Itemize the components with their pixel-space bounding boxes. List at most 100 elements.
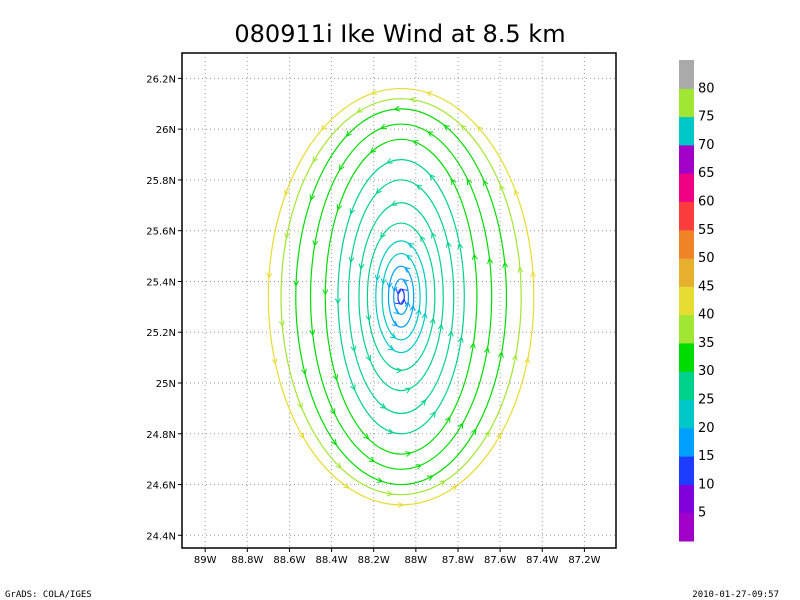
- stream-arrow: [502, 261, 509, 268]
- streamline-group: [293, 105, 509, 486]
- streamline: [387, 265, 415, 328]
- colorbar-segment: [679, 144, 694, 174]
- colorbar-label: 30: [698, 364, 715, 379]
- stream-arrow: [388, 344, 395, 351]
- streamline: [280, 98, 522, 496]
- y-tick-label: 25.2N: [146, 328, 176, 339]
- colorbar-label: 35: [698, 336, 715, 351]
- stream-arrow: [365, 354, 372, 362]
- stream-arrow: [349, 208, 356, 215]
- x-tick-label: 88.6W: [273, 555, 305, 566]
- colorbar-label: 40: [698, 308, 715, 323]
- stream-arrow: [387, 428, 395, 435]
- streamline-group: [386, 265, 416, 328]
- stream-arrow: [379, 403, 387, 409]
- stream-arrow: [403, 266, 411, 273]
- stream-arrow: [445, 416, 451, 423]
- colorbar: 5 10 15 20 25 30 35 40 45 50 55 60 65 70 75 80: [679, 60, 715, 542]
- stream-arrow: [427, 475, 434, 481]
- stream-arrow: [369, 147, 377, 154]
- streamline-group: [365, 222, 436, 374]
- y-tick-label: 25.4N: [146, 277, 176, 288]
- stream-arrow: [329, 408, 336, 416]
- stream-arrow: [322, 289, 329, 296]
- y-tick-label: 24.4N: [146, 531, 176, 542]
- y-tick-label: 24.8N: [146, 430, 176, 441]
- colorbar-segment: [679, 512, 694, 542]
- stream-arrow: [429, 173, 436, 181]
- streamline: [295, 108, 508, 486]
- stream-arrow: [421, 312, 428, 319]
- stream-arrow: [457, 422, 464, 429]
- stream-arrow: [284, 232, 291, 240]
- stream-arrow: [390, 200, 398, 206]
- stream-arrow: [345, 130, 352, 137]
- streamline: [347, 179, 455, 415]
- colorbar-label: 45: [698, 279, 715, 294]
- stream-arrow: [402, 279, 409, 285]
- streamline-group: [380, 252, 422, 341]
- stream-arrow: [395, 288, 402, 296]
- colorbar-segment: [679, 88, 694, 118]
- stream-arrow: [457, 242, 464, 250]
- stream-arrow: [376, 477, 384, 483]
- stream-arrow: [335, 462, 342, 469]
- streamline-group: [266, 87, 537, 508]
- streamline: [358, 202, 444, 392]
- stream-arrow: [451, 178, 457, 185]
- stream-arrow: [380, 278, 387, 286]
- stream-arrow: [331, 439, 337, 446]
- stream-arrow: [266, 272, 273, 279]
- streamline-group: [358, 200, 444, 394]
- colorbar-segment: [679, 427, 694, 457]
- stream-arrow: [309, 194, 316, 201]
- stream-arrow: [430, 410, 437, 418]
- stream-arrow: [517, 266, 524, 273]
- y-tick-label: 26N: [156, 125, 176, 136]
- stream-arrow: [471, 253, 478, 260]
- stream-arrow: [363, 433, 370, 440]
- colorbar-segment: [679, 258, 694, 287]
- stream-arrow: [451, 484, 458, 491]
- stream-arrow: [415, 184, 423, 191]
- colorbar-segment: [679, 456, 694, 485]
- stream-arrow: [391, 320, 399, 327]
- grid: [182, 53, 616, 548]
- stream-arrow: [386, 158, 393, 164]
- streamline-group: [347, 179, 455, 415]
- streamline-group: [394, 288, 408, 305]
- colorbar-segment: [679, 371, 694, 401]
- colorbar-label: 65: [698, 166, 715, 181]
- stream-arrow: [498, 351, 504, 358]
- x-tick-label: 88.2W: [358, 555, 390, 566]
- colorbar-label: 75: [698, 110, 715, 125]
- stream-arrow: [484, 430, 490, 438]
- stream-arrow: [374, 274, 381, 282]
- streamline: [397, 288, 405, 305]
- colorbar-label: 70: [698, 138, 715, 153]
- x-tick-label: 88.4W: [316, 555, 348, 566]
- stream-arrow: [483, 179, 489, 187]
- streamline-group: [278, 96, 524, 497]
- stream-arrow: [393, 308, 400, 315]
- stream-arrow: [394, 298, 402, 305]
- stream-arrow: [460, 124, 467, 131]
- colorbar-label: 20: [698, 421, 715, 436]
- colorbar-label: 80: [698, 81, 715, 96]
- streamline: [375, 240, 427, 354]
- stream-arrow: [379, 123, 387, 130]
- stream-arrow: [400, 297, 407, 305]
- stream-arrow: [389, 332, 397, 339]
- stream-arrow: [297, 402, 303, 410]
- stream-arrow: [445, 241, 452, 248]
- y-tick-label: 25.8N: [146, 176, 176, 187]
- stream-arrow: [419, 235, 426, 243]
- colorbar-label: 5: [698, 506, 706, 521]
- colorbar-label: 50: [698, 251, 715, 266]
- streamline: [324, 138, 478, 455]
- stream-arrow: [396, 367, 403, 374]
- streamline-group: [309, 123, 493, 470]
- streamline-group: [334, 158, 465, 435]
- stream-arrow: [514, 189, 520, 196]
